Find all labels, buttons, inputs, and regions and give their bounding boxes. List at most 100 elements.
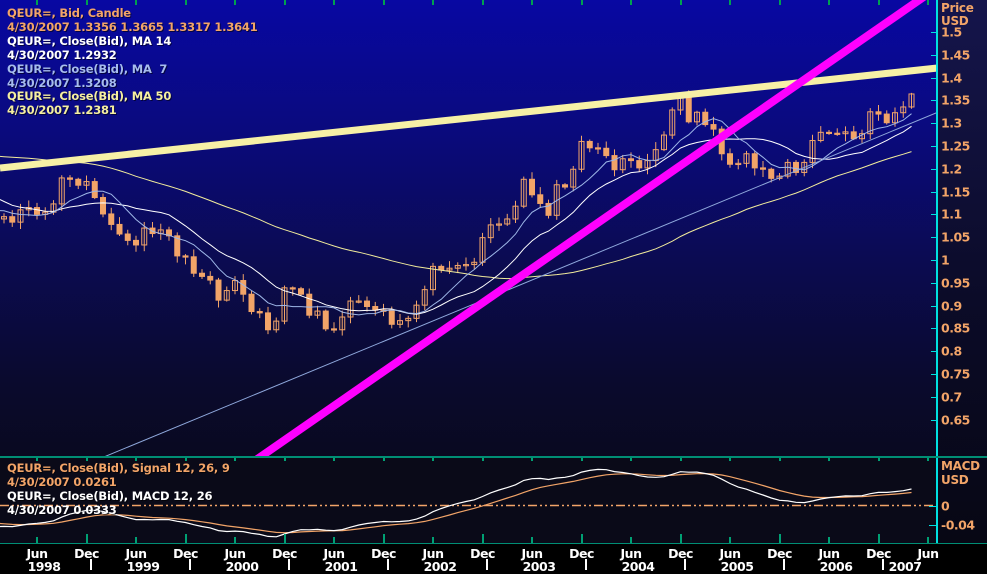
candle-up: [446, 267, 453, 271]
price-tick-mark: [931, 100, 937, 102]
date-tick-month: Jun: [917, 546, 939, 561]
price-tick-mark: [931, 374, 937, 375]
price-tick-label: 0.7: [941, 389, 962, 405]
candle-up: [454, 264, 461, 269]
candle-down: [215, 279, 222, 301]
price-tick-mark: [931, 146, 937, 147]
price-axis-title-line1: Price: [941, 1, 974, 15]
price-tick-label: 1.2: [941, 161, 962, 177]
time-tick-macd-bottom: [580, 534, 583, 543]
date-tick-year: 1999: [126, 559, 160, 574]
price-legend-line-5: QEUR=, Close(Bid), MA 7: [7, 61, 168, 76]
candle-down: [34, 207, 40, 215]
time-tick-top: [630, 0, 632, 5]
candle-up: [273, 320, 280, 331]
candle-up: [83, 181, 90, 186]
price-legend-line-4: 4/30/2007 1.2932: [7, 47, 117, 62]
macd-axis-title-line1: MACD: [941, 459, 980, 473]
date-tick-month: Dec: [371, 546, 396, 561]
candle-down: [182, 255, 189, 258]
year-divider: [584, 559, 587, 570]
time-tick-top: [877, 0, 880, 5]
candle-down: [702, 111, 709, 126]
date-tick-month: Jun: [818, 546, 840, 561]
time-tick-macd-bottom: [877, 534, 880, 543]
candle-down: [331, 328, 337, 331]
candle-up: [314, 310, 321, 316]
date-tick-year: 2005: [720, 559, 754, 574]
candle-up: [58, 177, 65, 205]
candle-up: [339, 316, 346, 331]
price-tick-label: 1.3: [941, 115, 962, 131]
candle-down: [207, 275, 214, 281]
time-tick-top: [828, 0, 830, 5]
candle-down: [322, 310, 329, 330]
macd-tick-label: 0: [941, 498, 950, 513]
candle-up: [504, 218, 511, 225]
candle-up: [17, 209, 24, 223]
price-tick-label: 1: [941, 252, 950, 268]
price-chart-panel[interactable]: [0, 0, 937, 457]
candle-down: [67, 177, 73, 180]
resistance-line: [0, 64, 937, 172]
candle-down: [710, 124, 717, 130]
date-axis: Jun 1998 Dec Jun 1999 Dec Jun 2000 Dec Jun 2001 Dec…: [0, 544, 987, 574]
date-tick-month: Jun: [224, 546, 246, 561]
candle-down: [603, 147, 610, 157]
time-tick-top: [382, 0, 385, 5]
candle-down: [793, 161, 799, 173]
time-tick-macd-top: [531, 458, 533, 461]
candle-down: [364, 300, 370, 308]
candle-down: [108, 213, 115, 225]
price-tick-mark: [931, 351, 937, 353]
candle-down: [760, 167, 766, 170]
price-tick-mark: [931, 214, 937, 216]
year-divider: [881, 559, 884, 570]
candle-down: [133, 239, 139, 246]
macd-line: [0, 468, 912, 538]
price-tick-mark: [931, 328, 937, 330]
time-tick-top: [729, 0, 731, 5]
time-tick-top: [531, 0, 533, 5]
date-tick-month: Dec: [272, 546, 297, 561]
candle-down: [240, 280, 247, 295]
time-tick-macd-bottom: [234, 537, 236, 543]
candle-up: [661, 134, 667, 151]
price-tick-mark: [931, 191, 937, 193]
candle-up: [1, 216, 7, 220]
date-tick-month: Jun: [422, 546, 444, 561]
date-tick-month: Jun: [323, 546, 345, 561]
candle-down: [545, 202, 552, 216]
date-tick-year: 2001: [324, 559, 358, 574]
date-tick-month: Dec: [767, 546, 792, 561]
candle-up: [784, 161, 791, 177]
candle-down: [116, 223, 123, 235]
price-tick-mark: [931, 260, 937, 261]
date-tick-month: Dec: [866, 546, 891, 561]
price-tick-label: 0.8: [941, 343, 962, 359]
candle-up: [421, 289, 428, 306]
ma-line-14: [0, 125, 912, 315]
macd-axis-title-line2: USD: [941, 473, 969, 487]
price-tick-mark: [931, 77, 937, 79]
candle-down: [174, 235, 181, 257]
time-tick-macd-top: [432, 458, 434, 461]
candle-up: [553, 184, 560, 216]
time-tick-macd-top: [85, 458, 88, 461]
time-tick-macd-top: [828, 458, 830, 461]
date-tick-year: 2002: [423, 559, 457, 574]
year-divider: [287, 559, 290, 570]
time-tick-top: [679, 0, 682, 5]
time-tick-macd-bottom: [630, 537, 632, 543]
price-tick-mark: [931, 396, 937, 398]
price-legend-line-8: 4/30/2007 1.2381: [7, 103, 117, 118]
candle-down: [595, 147, 601, 150]
time-tick-macd-top: [333, 458, 335, 461]
macd-chart-panel[interactable]: [0, 458, 937, 543]
time-tick-macd-bottom: [135, 537, 137, 543]
date-tick-year: 2000: [225, 559, 259, 574]
price-tick-label: 1.25: [941, 138, 970, 154]
macd-legend-line-1: QEUR=, Close(Bid), Signal 12, 26, 9: [7, 461, 230, 475]
date-tick-month: Jun: [620, 546, 642, 561]
candle-down: [9, 216, 16, 223]
